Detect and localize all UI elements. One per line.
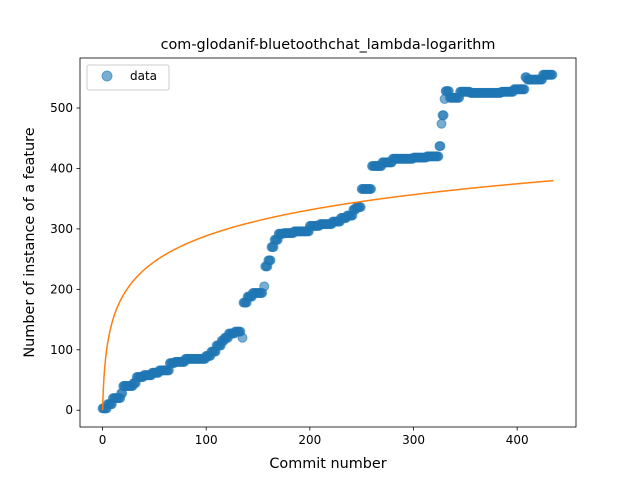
data-point — [367, 185, 376, 194]
data-point — [238, 333, 247, 342]
x-tick-label: 100 — [195, 433, 218, 447]
chart-title: com-glodanif-bluetoothchat_lambda-logari… — [161, 37, 496, 53]
x-tick-label: 200 — [298, 433, 321, 447]
y-tick-label: 100 — [50, 343, 73, 357]
y-axis-label: Number of instance of a feature — [22, 127, 38, 357]
data-point — [356, 203, 365, 212]
data-point — [548, 70, 557, 79]
legend-label-data: data — [130, 69, 157, 83]
data-point — [260, 282, 269, 291]
y-tick-label: 200 — [50, 282, 73, 296]
legend: data — [87, 65, 169, 90]
data-point — [434, 152, 443, 161]
legend-marker-data — [102, 71, 112, 81]
y-tick-label: 300 — [50, 222, 73, 236]
x-tick-label: 0 — [99, 433, 107, 447]
x-tick-label: 300 — [402, 433, 425, 447]
y-tick-label: 400 — [50, 161, 73, 175]
data-point — [439, 111, 448, 120]
data-point — [520, 85, 529, 94]
x-tick-label: 400 — [506, 433, 529, 447]
data-point — [266, 256, 275, 265]
y-tick-label: 500 — [50, 101, 73, 115]
y-tick-label: 0 — [65, 403, 73, 417]
data-point — [436, 142, 445, 151]
x-axis-label: Commit number — [269, 456, 386, 472]
data-point — [437, 119, 446, 128]
